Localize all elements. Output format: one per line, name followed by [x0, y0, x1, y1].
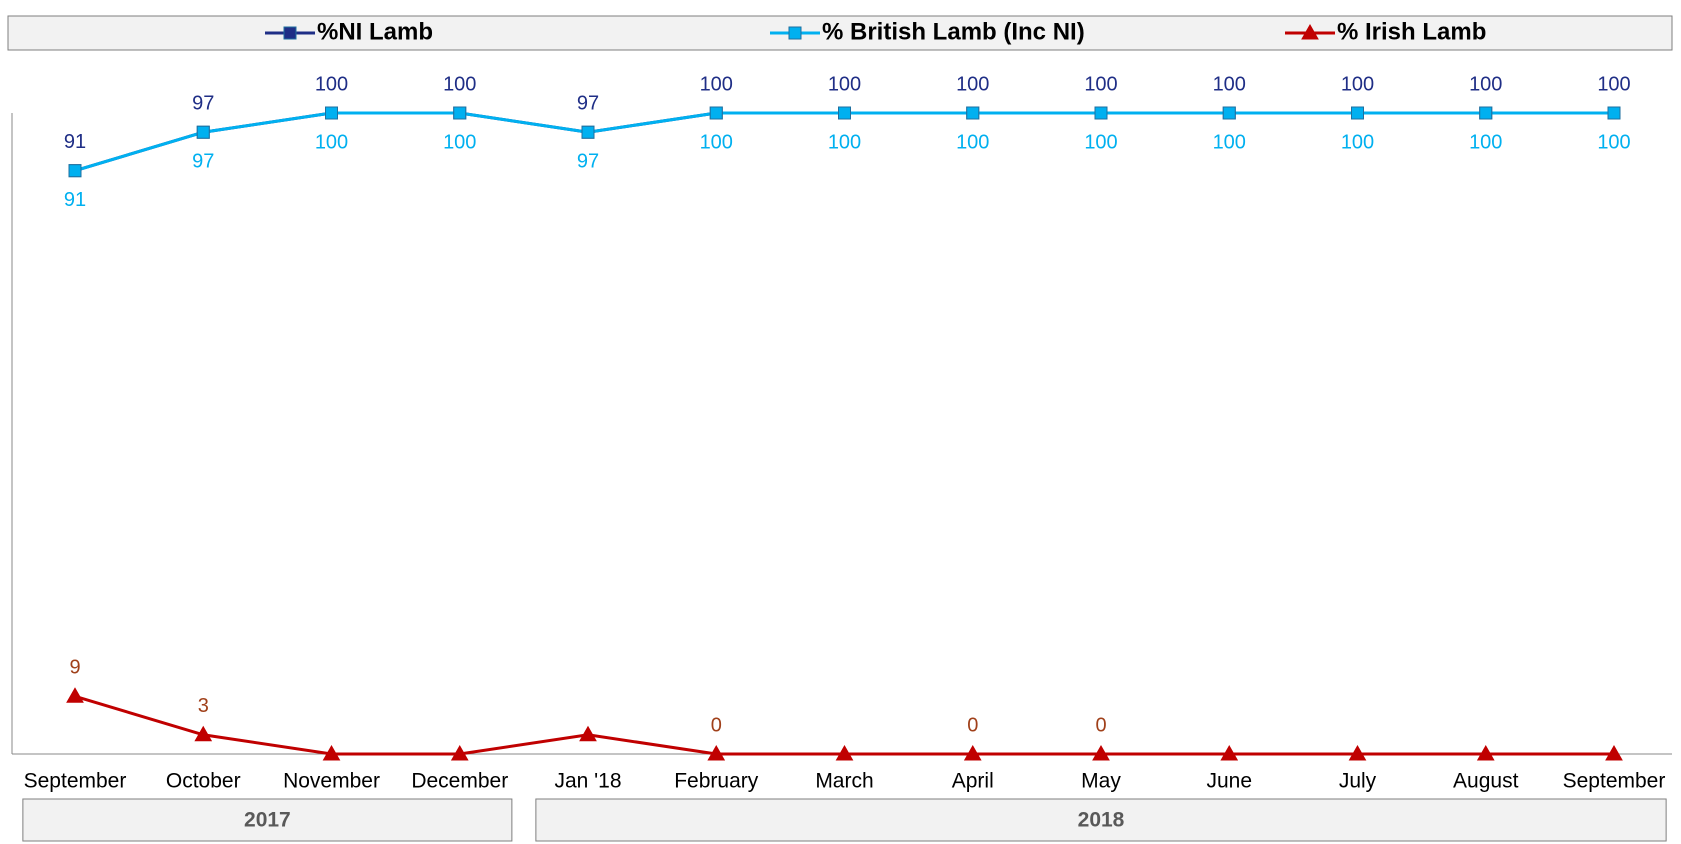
data-label: 100 [1213, 73, 1246, 95]
x-tick-label: May [1081, 770, 1121, 793]
point [1605, 744, 1623, 761]
x-tick-label: March [815, 770, 873, 793]
point [66, 687, 84, 703]
legend-label: %NI Lamb [317, 18, 433, 45]
data-label: 0 [967, 714, 978, 736]
data-label: 97 [577, 151, 599, 173]
data-label: 100 [1469, 73, 1502, 95]
point [579, 725, 597, 742]
data-label: 100 [1597, 131, 1630, 153]
data-label: 100 [1597, 73, 1630, 95]
group-box [22, 798, 513, 842]
point [1351, 106, 1364, 120]
x-tick-label: April [952, 770, 994, 793]
point [1094, 106, 1108, 120]
data-label: 97 [192, 151, 214, 173]
legend-label: % Irish Lamb [1337, 18, 1486, 45]
x-tick-label: June [1206, 770, 1252, 793]
point [196, 125, 210, 139]
x-tick-label: September [24, 770, 127, 793]
data-label: 9 [69, 657, 80, 679]
x-tick-label: July [1339, 770, 1377, 793]
x-tick-label: December [411, 770, 508, 793]
data-label: 100 [956, 131, 989, 153]
data-label: 100 [1469, 131, 1502, 153]
data-label: 100 [315, 73, 348, 95]
x-tick-label: September [1563, 770, 1666, 793]
data-label: 100 [828, 73, 861, 95]
point [450, 744, 469, 761]
point [707, 744, 726, 761]
group-box [535, 798, 1667, 842]
point [325, 106, 338, 120]
point [709, 106, 723, 120]
data-label: 0 [1095, 714, 1106, 736]
data-label: 0 [711, 714, 722, 736]
point [1220, 744, 1239, 761]
legend-marker [1301, 23, 1319, 40]
legend-marker [283, 26, 297, 40]
data-label: 100 [700, 131, 733, 153]
data-label: 100 [828, 131, 861, 153]
point [1348, 744, 1367, 761]
data-label: 100 [700, 73, 733, 95]
point [966, 106, 980, 120]
data-label: 100 [1341, 131, 1374, 153]
group-label: 2017 [244, 809, 291, 832]
legend-marker [788, 26, 802, 40]
data-label: 97 [192, 93, 214, 115]
x-tick-label: August [1453, 770, 1519, 793]
data-label: 91 [64, 189, 86, 211]
point [835, 744, 854, 761]
data-label: 91 [64, 131, 86, 153]
point [963, 744, 982, 761]
data-label: 100 [1341, 73, 1374, 95]
point [838, 106, 851, 120]
data-label: 100 [1084, 131, 1117, 153]
data-label: 3 [198, 695, 209, 717]
x-tick-label: Jan '18 [554, 770, 621, 793]
legend-label: % British Lamb (Inc NI) [822, 18, 1085, 45]
point [322, 744, 341, 761]
group-label: 2018 [1078, 809, 1125, 832]
point [581, 125, 595, 139]
point [194, 725, 213, 742]
point [68, 164, 82, 178]
point [1607, 106, 1621, 120]
x-tick-label: November [283, 770, 380, 793]
data-label: 100 [315, 131, 348, 153]
point [453, 106, 467, 120]
x-tick-label: February [674, 770, 759, 793]
data-label: 100 [956, 73, 989, 95]
data-label: 100 [443, 131, 476, 153]
point [1479, 106, 1493, 120]
data-label: 100 [1084, 73, 1117, 95]
point [1222, 106, 1236, 120]
data-label: 97 [577, 93, 599, 115]
data-label: 100 [1213, 131, 1246, 153]
data-label: 100 [443, 73, 476, 95]
point [1092, 744, 1110, 761]
point [1476, 744, 1495, 761]
x-tick-label: October [166, 770, 241, 793]
